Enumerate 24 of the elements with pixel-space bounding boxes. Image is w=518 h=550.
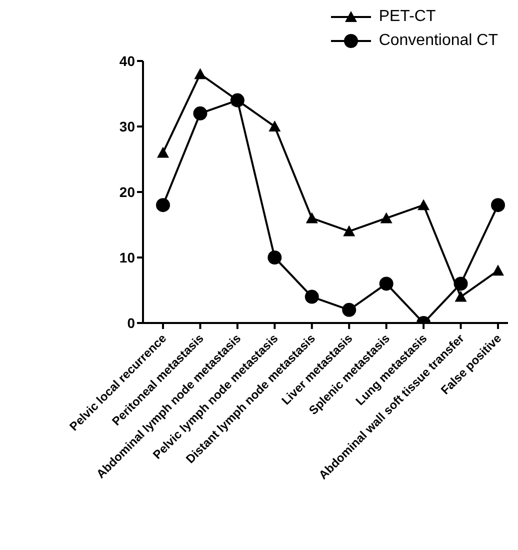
point <box>268 120 281 132</box>
point <box>304 290 319 304</box>
legend-label: PET-CT <box>378 8 436 26</box>
point <box>306 212 318 224</box>
point <box>380 212 392 224</box>
y-tick-label: 10 <box>119 249 136 266</box>
point <box>454 290 467 302</box>
point <box>156 198 170 212</box>
y-tick-label: 40 <box>119 52 136 69</box>
y-tick-label: 30 <box>119 118 136 134</box>
point <box>343 225 356 236</box>
point <box>194 68 206 80</box>
point <box>418 199 430 210</box>
point <box>491 198 505 212</box>
legend-label: Conventional CT <box>378 32 498 50</box>
y-tick-label: 0 <box>127 314 136 331</box>
point <box>342 302 356 317</box>
point <box>379 276 394 291</box>
point <box>157 146 169 158</box>
point <box>268 250 282 264</box>
point <box>454 276 468 291</box>
point <box>492 264 504 276</box>
point <box>193 106 208 120</box>
y-tick-label: 20 <box>119 184 136 200</box>
